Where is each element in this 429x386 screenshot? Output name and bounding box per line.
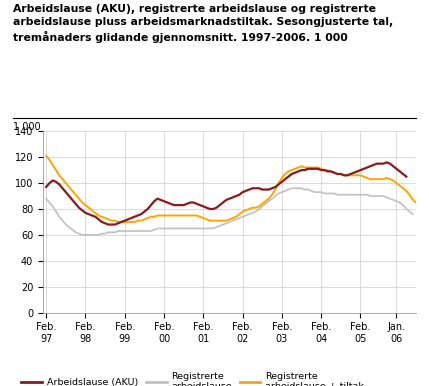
Text: Arbeidslause (AKU), registrerte arbeidslause og registrerte
arbeidslause pluss a: Arbeidslause (AKU), registrerte arbeidsl…: [13, 4, 393, 43]
Text: 1 000: 1 000: [13, 122, 40, 132]
Legend: Arbeidslause (AKU), Registrerte
arbeidslause, Registrerte
arbeidslause + tiltak: Arbeidslause (AKU), Registrerte arbeidsl…: [21, 372, 364, 386]
